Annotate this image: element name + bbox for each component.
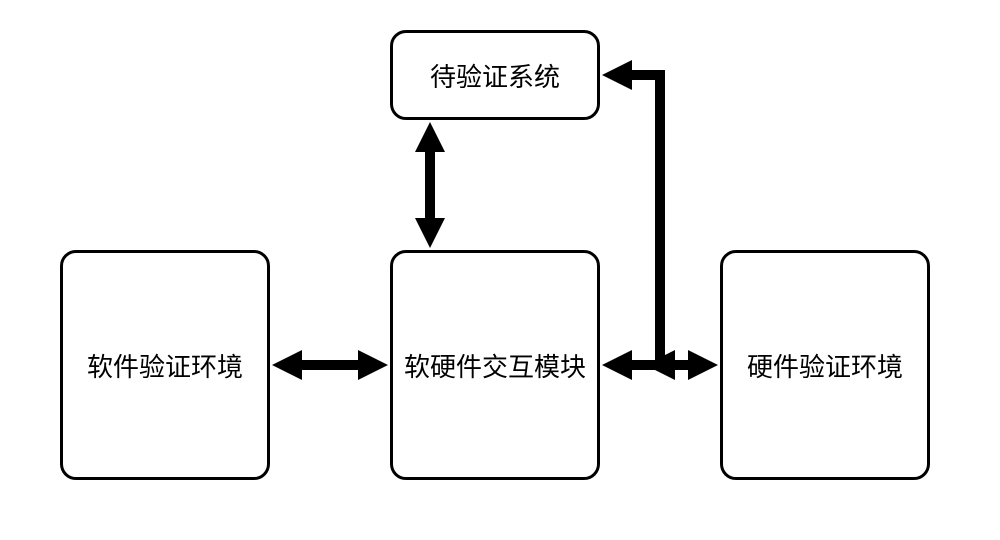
node-left-2: 软件验证环境 <box>60 250 270 480</box>
node-right-2: 硬件验证环境 <box>720 250 930 480</box>
node-top-2: 待验证系统 <box>390 30 600 120</box>
node-center-label-2: 软硬件交互模块 <box>404 347 586 384</box>
edge-top-center-right <box>600 75 670 365</box>
node-top-label-2: 待验证系统 <box>430 57 560 94</box>
node-left-label-2: 软件验证环境 <box>87 347 243 384</box>
node-right-label-2: 硬件验证环境 <box>747 347 903 384</box>
node-center-2: 软硬件交互模块 <box>390 250 600 480</box>
